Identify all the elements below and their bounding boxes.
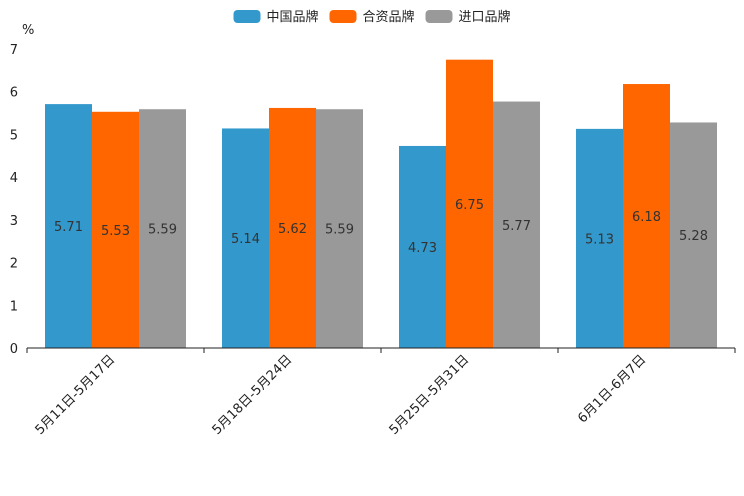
x-axis: 5月11日-5月17日 5月18日-5月24日 5月25日-5月31日 6月1日-6月… — [26, 348, 736, 438]
bar — [139, 109, 186, 348]
bar — [446, 59, 493, 349]
legend-item: 进口品牌 — [425, 9, 511, 25]
y-tick-label: 6 — [10, 86, 18, 101]
bar — [670, 122, 717, 349]
y-tick-label: 3 — [10, 214, 18, 229]
x-tick-label: 5月11日-5月17日 — [33, 352, 119, 438]
bar — [92, 111, 139, 348]
bar — [623, 84, 670, 349]
bar — [493, 101, 540, 348]
bar-value-label: 5.53 — [101, 224, 130, 239]
legend-label: 进口品牌 — [459, 9, 511, 25]
y-tick-label: 0 — [10, 342, 18, 357]
legend-label: 中国品牌 — [267, 9, 319, 25]
bar-value-label: 4.73 — [408, 241, 437, 256]
legend-label: 合资品牌 — [363, 9, 415, 25]
y-tick-label: 5 — [10, 128, 18, 143]
bar-value-label: 5.14 — [231, 232, 260, 247]
bars — [45, 59, 717, 349]
y-tick-label: 1 — [10, 299, 18, 314]
y-axis-unit-label: % — [22, 23, 34, 38]
bar — [269, 107, 316, 349]
bar-value-label: 5.62 — [278, 222, 307, 237]
bar-value-label: 5.59 — [325, 223, 354, 238]
x-tick-label: 6月1日-6月7日 — [575, 352, 649, 426]
y-axis: 0 1 2 3 4 5 6 7 — [10, 43, 18, 357]
y-tick-label: 7 — [10, 43, 18, 58]
legend-item: 合资品牌 — [329, 9, 415, 25]
legend-swatch — [329, 10, 357, 23]
bar-value-label: 5.59 — [148, 223, 177, 238]
legend-swatch — [425, 10, 453, 23]
bar-value-label: 6.18 — [632, 210, 661, 225]
x-tick-label: 5月25日-5月31日 — [387, 352, 473, 438]
bar — [399, 145, 446, 348]
bar-value-labels: 5.71 5.53 5.59 5.14 5.62 5.59 4.73 6.75 5.77 5.13… — [54, 198, 708, 256]
bar-value-label: 5.71 — [54, 220, 83, 235]
x-tick-label: 5月18日-5月24日 — [210, 352, 296, 438]
bar-value-label: 5.77 — [502, 219, 531, 234]
y-tick-label: 2 — [10, 257, 18, 272]
legend-swatch — [233, 10, 261, 23]
legend-item: 中国品牌 — [233, 9, 319, 25]
bar — [316, 109, 363, 348]
bar-value-label: 5.28 — [679, 229, 708, 244]
bar-value-label: 5.13 — [585, 232, 614, 247]
legend: 中国品牌 合资品牌 进口品牌 — [233, 9, 511, 25]
bar-value-label: 6.75 — [455, 198, 484, 213]
bar — [222, 128, 269, 348]
bar — [45, 104, 92, 348]
y-tick-label: 4 — [10, 171, 18, 186]
bar — [576, 128, 623, 348]
